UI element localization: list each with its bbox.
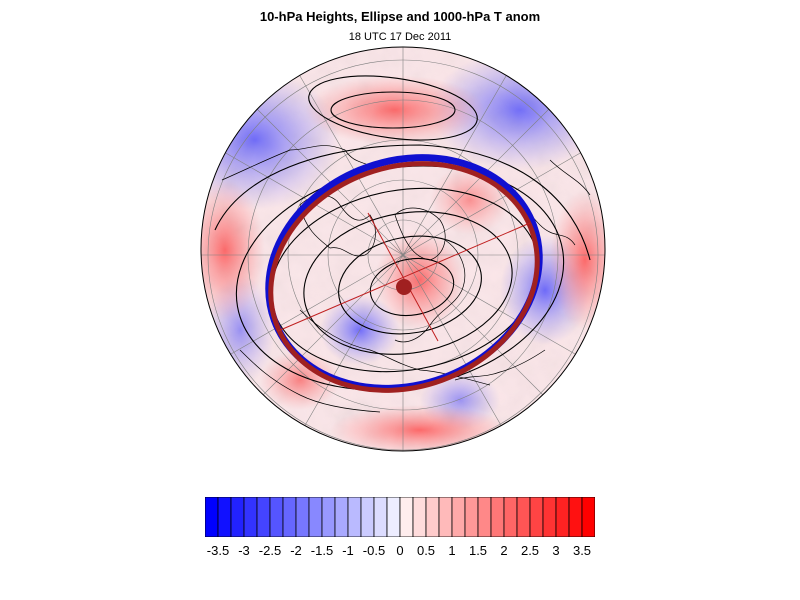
map-boundary: [200, 46, 606, 452]
colorbar-bin: [425, 497, 440, 537]
colorbar-bin: [295, 497, 310, 537]
colorbar-bin: [464, 497, 479, 537]
colorbar-bin: [334, 497, 349, 537]
colorbar-bin: [243, 497, 258, 537]
colorbar-tick-label: -1: [342, 543, 354, 558]
colorbar-bin: [555, 497, 570, 537]
colorbar-bin: [205, 497, 219, 537]
colorbar-tick-label: 2: [500, 543, 508, 558]
colorbar-tick-label: 0: [396, 543, 404, 558]
colorbar-bin: [217, 497, 232, 537]
colorbar-tick-label: 0.5: [416, 543, 436, 558]
colorbar-tick-label: -2: [290, 543, 302, 558]
colorbar-bin: [269, 497, 284, 537]
colorbar-tick-label: 3: [552, 543, 560, 558]
colorbar-bin: [386, 497, 401, 537]
colorbar-bin: [347, 497, 362, 537]
vortex-ellipse: [265, 154, 543, 393]
anomaly-field: [201, 47, 605, 451]
colorbar-tick-label: 1: [448, 543, 456, 558]
colorbar-bin: [529, 497, 544, 537]
colorbar-bin: [542, 497, 557, 537]
polar-map: [200, 46, 606, 452]
colorbar-tick-label: 2.5: [520, 543, 540, 558]
colorbar-bin: [360, 497, 375, 537]
colorbar-tick-label: -3.5: [206, 543, 230, 558]
colorbar-tick-label: -1.5: [310, 543, 334, 558]
colorbar-tick-label: 1.5: [468, 543, 488, 558]
colorbar-bin: [503, 497, 518, 537]
colorbar-bin: [490, 497, 505, 537]
colorbar-bin: [568, 497, 583, 537]
graticule: [201, 47, 605, 451]
colorbar-bin: [516, 497, 531, 537]
ellipse-center-marker: [396, 279, 412, 295]
map-subtitle: 18 UTC 17 Dec 2011: [348, 31, 452, 43]
colorbar-bin: [321, 497, 336, 537]
colorbar-bin: [308, 497, 323, 537]
colorbar-bin: [581, 497, 595, 537]
colorbar-labels: -3.5 -3 -2.5 -2 -1.5 -1 -0.5 0 0.5 1 1.5 2 2.5 3 3.5: [0, 543, 800, 563]
colorbar-bin: [282, 497, 297, 537]
colorbar-tick-label: -3: [238, 543, 250, 558]
colorbar: [205, 497, 595, 537]
colorbar-bin: [256, 497, 271, 537]
colorbar-bin: [477, 497, 492, 537]
colorbar-bin: [438, 497, 453, 537]
colorbar-bin: [230, 497, 245, 537]
colorbar-bin: [399, 497, 414, 537]
colorbar-tick-label: -2.5: [258, 543, 282, 558]
colorbar-bin: [412, 497, 427, 537]
colorbar-bin: [373, 497, 388, 537]
map-title: 10-hPa Heights, Ellipse and 1000-hPa T a…: [259, 9, 541, 24]
colorbar-bin: [451, 497, 466, 537]
colorbar-tick-label: -0.5: [362, 543, 386, 558]
colorbar-tick-label: 3.5: [572, 543, 592, 558]
